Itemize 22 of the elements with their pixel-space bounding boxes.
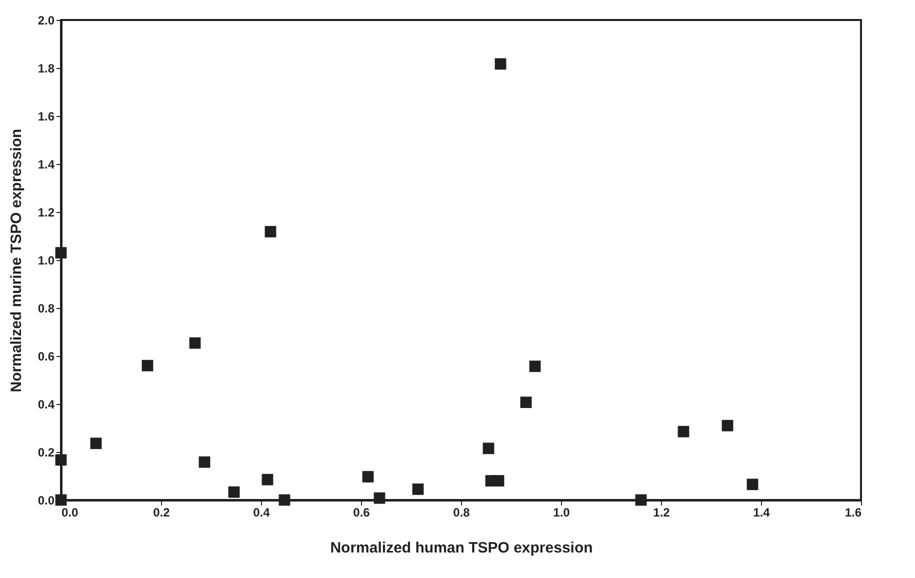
y-tick-label: 0.2 [38, 446, 55, 460]
x-tick-label: 0.6 [353, 506, 370, 520]
x-tick-label: 1.4 [753, 506, 770, 520]
y-axis-title: Normalized murine TSPO expression [8, 128, 25, 392]
y-tick-label: 0.8 [38, 302, 55, 316]
x-tick-label: 1.6 [844, 506, 862, 520]
y-tick-label: 0.4 [38, 398, 55, 412]
y-tick-label: 1.6 [38, 110, 55, 124]
x-axis-title: Normalized human TSPO expression [330, 540, 593, 556]
x-tick-label: 1.0 [553, 506, 570, 520]
y-tick-label: 0.0 [38, 494, 55, 508]
x-tick-label: 0.2 [153, 506, 170, 520]
x-tick-label: 0.4 [253, 506, 270, 520]
x-tick-label: 0.0 [62, 506, 79, 520]
x-tick-label: 0.8 [453, 506, 470, 520]
y-tick-label: 1.4 [38, 158, 55, 172]
y-tick-label: 0.6 [38, 350, 55, 364]
x-tick-label: 1.2 [653, 506, 670, 520]
y-tick-label: 1.0 [38, 254, 55, 268]
y-tick-label: 1.2 [38, 206, 55, 220]
y-tick-label: 2.0 [38, 14, 55, 28]
y-tick-label: 1.8 [38, 62, 55, 76]
